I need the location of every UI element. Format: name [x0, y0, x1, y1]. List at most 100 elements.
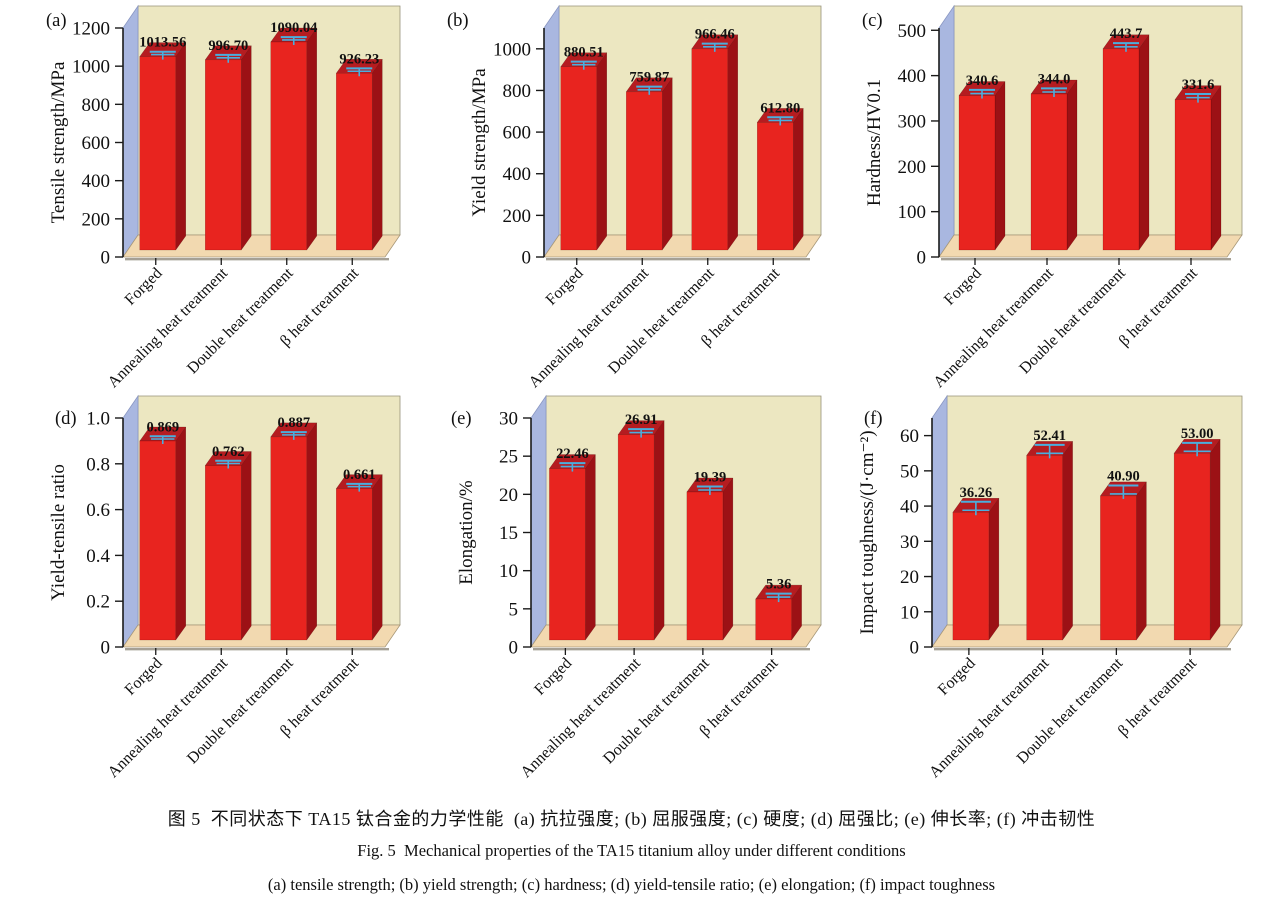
bar-side-face	[372, 58, 383, 251]
bar-value-label: 53.00	[1181, 426, 1214, 442]
bar-value-label: 1013.56	[139, 35, 186, 51]
y-tick-label: 800	[82, 95, 111, 116]
y-tick-label: 1000	[493, 39, 531, 60]
bar-value-label: 22.46	[556, 446, 589, 462]
panel-a: 0 200 400 600 800 1000 1200 Tensile strength/MP…	[0, 0, 421, 400]
bar	[560, 66, 597, 251]
category-label: Double heat treatment	[184, 264, 297, 377]
bar-side-face	[585, 453, 596, 641]
bar	[1100, 495, 1137, 641]
bar-side-face	[306, 27, 317, 251]
y-tick-label: 600	[503, 123, 532, 144]
caption-subpanels: (a) tensile strength; (b) yield strength…	[267, 875, 996, 894]
bar-value-label: 26.91	[625, 412, 658, 428]
y-tick-label: 600	[82, 133, 111, 154]
bar	[691, 48, 728, 251]
bar-side-face	[1136, 481, 1147, 641]
y-tick-label: 1000	[72, 57, 110, 78]
chart-e: 0 5 10 15 20 25 30 Elongation/% (e) Forged 22.46 An…	[451, 394, 822, 781]
category-label: Double heat treatment	[184, 654, 297, 767]
bar-side-face	[372, 473, 383, 641]
y-tick-label: 50	[900, 461, 919, 482]
y-tick-label: 40	[900, 497, 919, 518]
category-label: Annealing heat treatment	[518, 654, 645, 781]
y-tick-label: 200	[898, 157, 927, 178]
y-tick-label: 400	[503, 164, 532, 185]
bar-side-face	[175, 426, 186, 641]
bar-side-face	[306, 422, 317, 641]
panel-letter: (d)	[55, 409, 77, 429]
bar-value-label: 40.90	[1107, 468, 1140, 484]
y-axis-title: Tensile strength/MPa	[48, 61, 69, 223]
y-tick-label: 200	[503, 206, 532, 227]
y-tick-label: 30	[900, 532, 919, 553]
bar	[139, 440, 176, 641]
y-tick-label: 100	[898, 202, 927, 223]
bar	[139, 56, 176, 251]
bar	[1102, 48, 1140, 251]
y-tick-label: 0	[509, 638, 519, 659]
bar	[952, 512, 990, 641]
y-tick-label: 15	[499, 523, 518, 544]
panel-e: 0 5 10 15 20 25 30 Elongation/% (e) Forged 22.46 An…	[421, 390, 842, 790]
y-tick-label: 0.8	[86, 454, 110, 475]
bar-value-label: 0.887	[277, 415, 310, 431]
bar-value-label: 0.869	[146, 419, 179, 435]
left-wall	[122, 4, 139, 259]
y-tick-label: 10	[499, 561, 518, 582]
bar-value-label: 340.6	[966, 73, 999, 89]
bar	[1174, 99, 1212, 251]
caption-english: Fig. 5 Mechanical properties of the TA15…	[357, 841, 906, 860]
bar-side-face	[596, 51, 607, 251]
y-axis-title: Yield strength/MPa	[469, 68, 490, 217]
bar-value-label: 36.26	[960, 485, 993, 501]
category-label: β heat treatment	[1116, 264, 1201, 349]
y-tick-label: 0	[101, 248, 111, 269]
bar	[1173, 453, 1211, 641]
panel-b: 0 200 400 600 800 1000 Yield strength/MPa (b) Fo…	[421, 0, 842, 400]
bar-value-label: 5.36	[766, 577, 791, 593]
bar-value-label: 0.762	[212, 444, 245, 460]
floor	[931, 624, 1243, 648]
chart-f: 0 10 20 30 40 50 60 Impact toughness/(J·cm⁻²)(f…	[857, 394, 1243, 781]
y-axis-title: Impact toughness/(J·cm⁻²)	[857, 430, 878, 634]
y-tick-label: 20	[499, 485, 518, 506]
category-label: Annealing heat treatment	[930, 264, 1057, 391]
bar	[270, 436, 307, 641]
bar-value-label: 966.46	[695, 27, 735, 43]
bar	[757, 122, 794, 251]
category-label: Annealing heat treatment	[105, 264, 232, 391]
bar-side-face	[793, 107, 804, 251]
bar	[336, 488, 373, 641]
panel-letter: (b)	[447, 11, 469, 31]
y-tick-label: 400	[82, 171, 111, 192]
y-axis-title: Elongation/%	[456, 480, 477, 585]
floor	[122, 624, 401, 648]
y-tick-label: 1200	[72, 19, 110, 40]
bar	[336, 72, 373, 251]
bar-side-face	[653, 419, 665, 641]
y-tick-label: 0.6	[86, 500, 110, 521]
floor	[938, 234, 1243, 258]
bar-value-label: 1090.04	[270, 20, 317, 36]
y-tick-label: 400	[898, 66, 927, 87]
bar-value-label: 331.6	[1182, 77, 1215, 93]
bar-side-face	[727, 34, 738, 251]
y-tick-label: 0	[910, 638, 920, 659]
bar-value-label: 344.0	[1038, 71, 1071, 87]
bar-value-label: 19.39	[694, 470, 727, 486]
category-label: Forged	[935, 655, 979, 699]
y-tick-label: 20	[900, 567, 919, 588]
y-tick-label: 300	[898, 111, 927, 132]
bar-value-label: 612.80	[760, 100, 800, 116]
y-tick-label: 1.0	[86, 409, 110, 430]
y-axis-title: Hardness/HV0.1	[864, 79, 885, 206]
bar	[958, 95, 996, 251]
category-label: Double heat treatment	[605, 264, 718, 377]
category-label: Annealing heat treatment	[105, 654, 232, 781]
bar	[205, 465, 242, 641]
chart-d: 0 0.2 0.4 0.6 0.8 1.0 Yield-tensile ratio (d) Fo…	[48, 394, 401, 781]
panel-d: 0 0.2 0.4 0.6 0.8 1.0 Yield-tensile ratio (d) Fo…	[0, 390, 421, 790]
panel-c: 0 100 200 300 400 500 Hardness/HV0.1 (c) Forged 3…	[842, 0, 1263, 400]
